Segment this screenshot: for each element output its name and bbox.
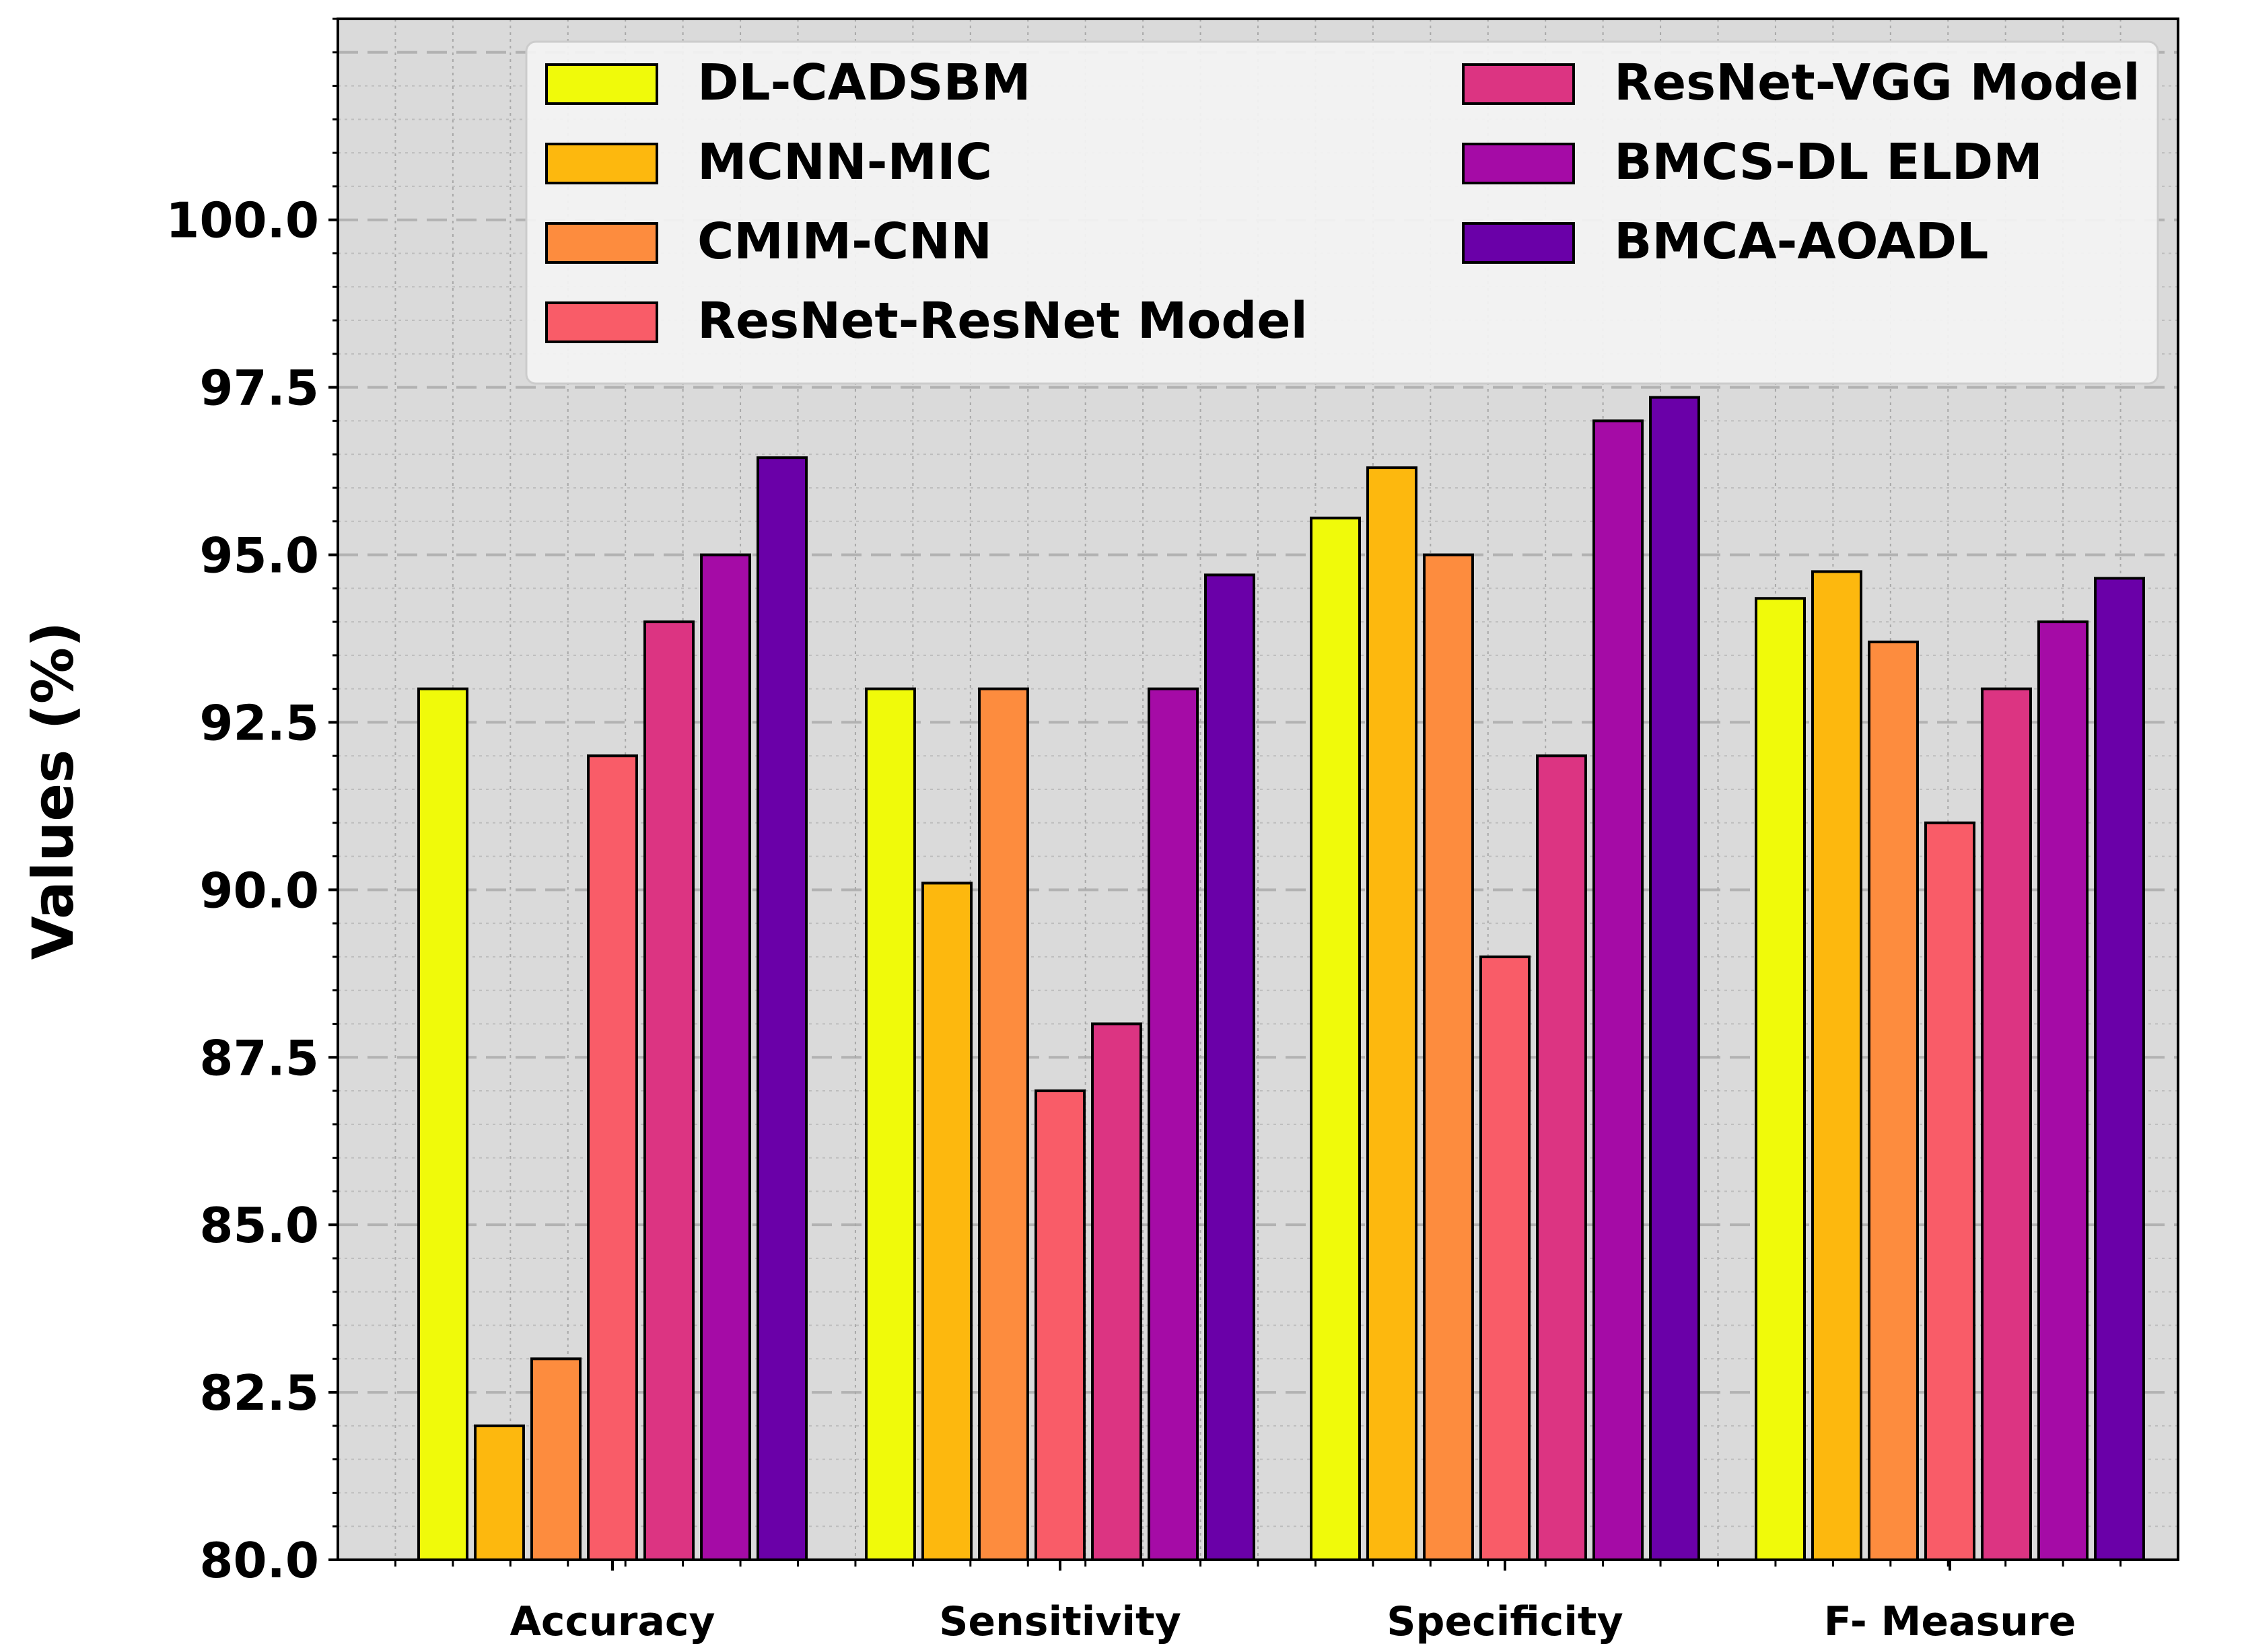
bar-cmim-cnn-f-measure (1868, 640, 1919, 1561)
bar-cmim-cnn-accuracy (530, 1357, 582, 1561)
x-tick-label: Sensitivity (939, 1598, 1181, 1645)
bar-resnet-vgg-model-specificity (1536, 754, 1587, 1561)
legend-swatch (1462, 63, 1575, 105)
legend-label: BMCS-DL ELDM (1614, 133, 2043, 191)
bar-resnet-resnet-model-accuracy (587, 754, 638, 1561)
bar-bmcs-dl-eldm-sensitivity (1148, 687, 1199, 1561)
legend-label: ResNet-ResNet Model (697, 292, 1308, 350)
legend: DL-CADSBM MCNN-MIC CMIM-CNN ResNet-ResNet M… (525, 40, 2159, 385)
bar-mcnn-mic-f-measure (1811, 570, 1862, 1561)
legend-label: DL-CADSBM (697, 54, 1031, 112)
bar-cmim-cnn-specificity (1423, 553, 1474, 1561)
x-tick-label: Specificity (1387, 1598, 1623, 1645)
legend-swatch (1462, 222, 1575, 264)
bar-cmim-cnn-sensitivity (978, 687, 1029, 1561)
bars (417, 396, 2145, 1562)
y-tick-label: 87.5 (199, 1030, 319, 1086)
x-tick-label: Accuracy (510, 1598, 715, 1645)
bar-bmca-aoadl-specificity (1649, 396, 1700, 1561)
bar-bmcs-dl-eldm-f-measure (2037, 620, 2089, 1562)
y-tick-label: 85.0 (199, 1197, 319, 1254)
y-tick-label: 95.0 (199, 528, 319, 584)
bar-resnet-resnet-model-f-measure (1924, 821, 1975, 1561)
bar-resnet-vgg-model-sensitivity (1091, 1022, 1142, 1561)
bar-bmca-aoadl-f-measure (2094, 577, 2145, 1562)
axis-ticks: 80.0 82.5 85.0 87.5 90.0 92.5 95.0 97.5 100.0 Acc… (166, 17, 2122, 1645)
bar-resnet-vgg-model-f-measure (1981, 687, 2032, 1561)
bar-bmcs-dl-eldm-specificity (1592, 419, 1644, 1561)
bar-bmcs-dl-eldm-accuracy (700, 553, 751, 1561)
y-tick-label: 82.5 (199, 1365, 319, 1421)
y-tick-label: 100.0 (166, 192, 319, 249)
legend-label: ResNet-VGG Model (1614, 54, 2140, 112)
bar-dl-cadsbm-accuracy (417, 687, 468, 1561)
legend-label: CMIM-CNN (697, 213, 992, 271)
bar-mcnn-mic-sensitivity (921, 882, 973, 1562)
bar-mcnn-mic-accuracy (474, 1424, 525, 1562)
x-tick-label: F- Measure (1824, 1598, 2076, 1645)
y-axis-label: Values (%) (20, 622, 86, 960)
bar-resnet-vgg-model-accuracy (643, 620, 695, 1562)
legend-swatch (545, 222, 658, 264)
legend-label: BMCA-AOADL (1614, 213, 1988, 271)
legend-swatch (545, 301, 658, 343)
bar-resnet-resnet-model-specificity (1479, 955, 1531, 1562)
legend-label: MCNN-MIC (697, 133, 992, 191)
bar-mcnn-mic-specificity (1366, 466, 1417, 1562)
legend-box (525, 40, 2159, 385)
bar-dl-cadsbm-specificity (1310, 516, 1361, 1561)
legend-swatch (545, 63, 658, 105)
legend-swatch (545, 143, 658, 184)
bar-bmca-aoadl-accuracy (757, 456, 808, 1561)
bar-dl-cadsbm-sensitivity (865, 687, 916, 1561)
bar-resnet-resnet-model-sensitivity (1035, 1089, 1086, 1561)
y-tick-label: 80.0 (199, 1532, 319, 1589)
y-tick-label: 92.5 (199, 694, 319, 751)
y-tick-label: 90.0 (199, 862, 319, 919)
bar-dl-cadsbm-f-measure (1755, 597, 1806, 1561)
y-tick-label: 97.5 (199, 360, 319, 417)
bar-bmca-aoadl-sensitivity (1204, 573, 1255, 1561)
legend-swatch (1462, 143, 1575, 184)
